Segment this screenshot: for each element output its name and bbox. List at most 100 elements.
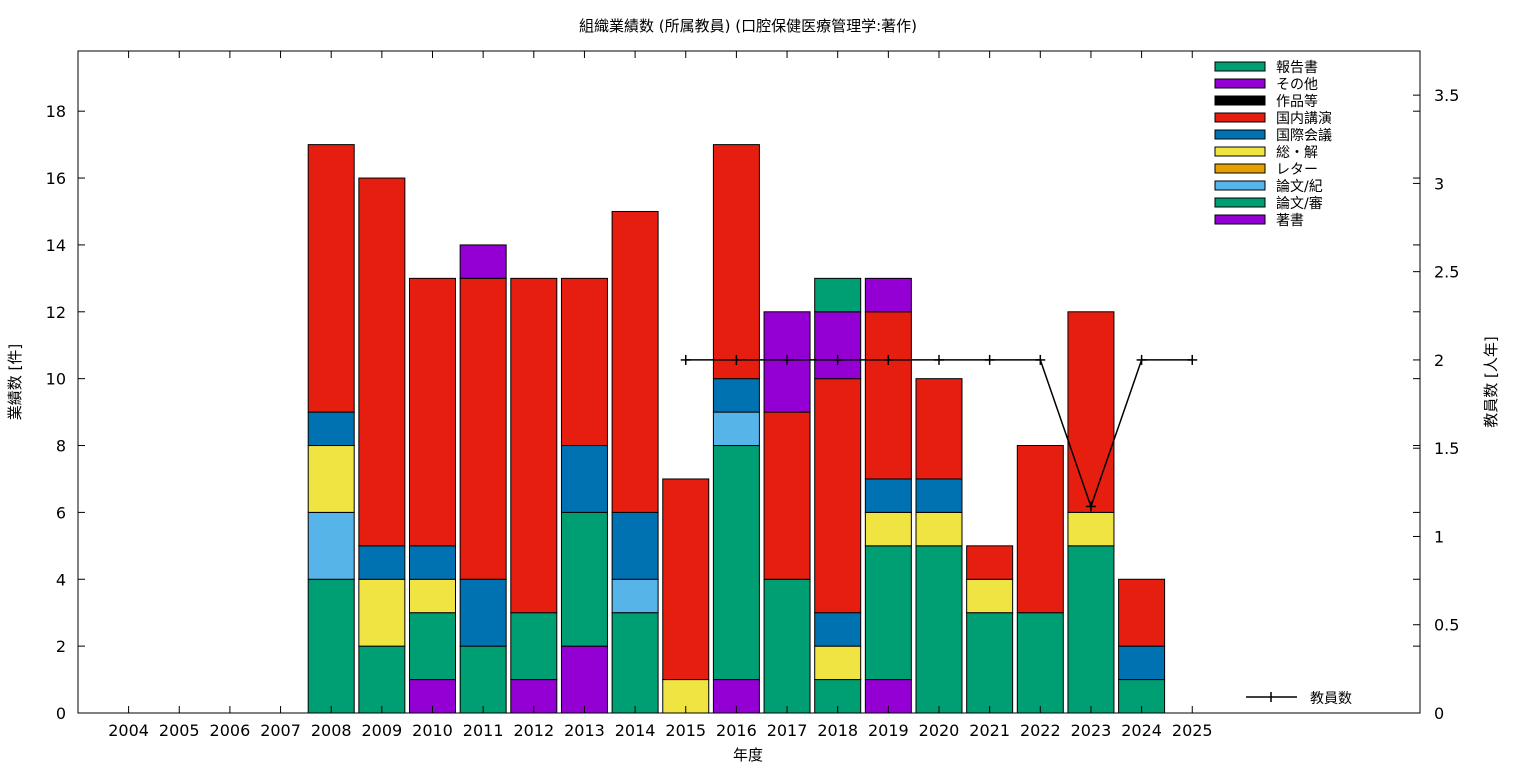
bar-segment	[814, 378, 862, 614]
bar-segment	[459, 645, 507, 714]
plot-area	[307, 144, 1198, 714]
bar-segment	[358, 177, 406, 547]
bar-segment	[814, 612, 862, 647]
bar-segment	[409, 578, 456, 614]
y-tick-label: 0	[56, 704, 66, 723]
legend-swatch	[1214, 214, 1266, 225]
y2-tick-label: 3.5	[1434, 86, 1459, 105]
y2-axis-ticks: 0 0.5 1 1.5 2 2.5 3 3.5	[1413, 86, 1459, 723]
y-tick-label: 8	[56, 437, 66, 456]
x-tick-label: 2019	[868, 721, 909, 740]
plot-frame	[77, 50, 1421, 714]
x-tick-label: 2021	[969, 721, 1010, 740]
x-tick-label: 2016	[716, 721, 757, 740]
x-tick-label: 2015	[665, 721, 706, 740]
x-tick-label: 2012	[513, 721, 554, 740]
chart-title: 組織業績数 (所属教員) (口腔保健医療管理学:著作)	[579, 17, 917, 35]
bar-segment	[712, 445, 760, 681]
x-tick-label: 2023	[1071, 721, 1112, 740]
y2-tick-label: 0	[1434, 704, 1444, 723]
legend-swatch	[1214, 78, 1266, 89]
legend-label: 国際会議	[1276, 127, 1332, 144]
legend-label: レター	[1276, 162, 1318, 178]
bar-segment	[358, 645, 406, 714]
x-tick-label: 2017	[767, 721, 808, 740]
x-tick-label: 2024	[1121, 721, 1162, 740]
bar-segment	[864, 478, 912, 513]
x-tick-label: 2005	[159, 721, 200, 740]
bar-segment	[712, 144, 760, 380]
bar-segment	[307, 511, 355, 580]
bar-segment	[864, 511, 912, 547]
legend-label: 著書	[1276, 213, 1304, 229]
bar-segment	[814, 645, 862, 681]
x-axis-label: 年度	[733, 746, 763, 764]
bar-segment	[611, 578, 659, 614]
y2-tick-label: 3	[1434, 174, 1444, 193]
bar-segment	[409, 277, 456, 547]
y-tick-label: 12	[46, 303, 66, 322]
bar-segment	[712, 411, 760, 447]
legend-swatch	[1214, 197, 1266, 208]
line-legend-label: 教員数	[1310, 691, 1352, 707]
x-tick-label: 2006	[210, 721, 251, 740]
x-tick-label: 2009	[361, 721, 402, 740]
bar-segment	[814, 311, 862, 380]
x-tick-label: 2007	[260, 721, 301, 740]
bar-segment	[510, 612, 558, 681]
bar-segment	[611, 511, 659, 580]
bar-segment	[510, 277, 558, 614]
y-tick-label: 14	[46, 236, 66, 255]
bar-segment	[307, 411, 355, 447]
bar-segment	[459, 277, 507, 580]
x-tick-label: 2004	[108, 721, 149, 740]
legend-swatch	[1214, 61, 1266, 72]
bar-segment	[763, 578, 811, 714]
bar-segment	[966, 612, 1014, 714]
bar-segment	[915, 478, 963, 513]
y-tick-label: 6	[56, 503, 66, 522]
bar-segment	[560, 445, 608, 513]
bar-segment	[966, 545, 1014, 580]
y2-axis-label: 教員数 [人年]	[1482, 336, 1500, 427]
bar-segment	[1016, 445, 1064, 614]
legend-label: 報告書	[1276, 60, 1318, 76]
x-tick-label: 2011	[463, 721, 504, 740]
x-tick-label: 2018	[817, 721, 858, 740]
bar-segment	[307, 144, 355, 413]
y-axis-label: 業績数 [件]	[6, 344, 24, 420]
bar-segment	[560, 645, 608, 714]
y2-tick-label: 1.5	[1434, 439, 1459, 458]
legend-swatch	[1214, 112, 1266, 123]
bar-segment	[915, 511, 963, 547]
bar-segment	[763, 411, 811, 580]
y-tick-label: 18	[46, 102, 66, 121]
y-tick-label: 10	[46, 370, 66, 389]
x-axis-ticks: 2004 2005 2006 2007 2008 2009 2010 2011 2012 2013…	[108, 51, 1213, 740]
legend-label: 総・解	[1276, 145, 1318, 161]
x-tick-label: 2013	[564, 721, 605, 740]
legend-label: その他	[1276, 77, 1318, 93]
legend-swatch	[1214, 95, 1266, 106]
bar-segment	[560, 511, 608, 647]
legend-swatch	[1214, 129, 1266, 140]
bar-segment	[915, 545, 963, 714]
bar-segment	[1067, 311, 1115, 513]
legend-label: 作品等	[1276, 93, 1318, 110]
bar-segment	[1016, 612, 1064, 714]
legend-swatch	[1214, 180, 1266, 191]
bar-segment	[611, 612, 659, 714]
bar-segment	[1118, 578, 1166, 647]
bar-segment	[409, 612, 456, 681]
legend-label: 国内講演	[1276, 111, 1332, 127]
bar-segment	[966, 578, 1014, 614]
line-legend: 教員数	[1246, 691, 1352, 707]
bar-segment	[864, 545, 912, 681]
bar-segment	[459, 244, 507, 279]
bar-segment	[307, 445, 355, 513]
y2-tick-label: 0.5	[1434, 616, 1459, 635]
bar-segment	[611, 210, 659, 513]
y-tick-label: 4	[56, 570, 66, 589]
bar-segment	[358, 545, 406, 580]
